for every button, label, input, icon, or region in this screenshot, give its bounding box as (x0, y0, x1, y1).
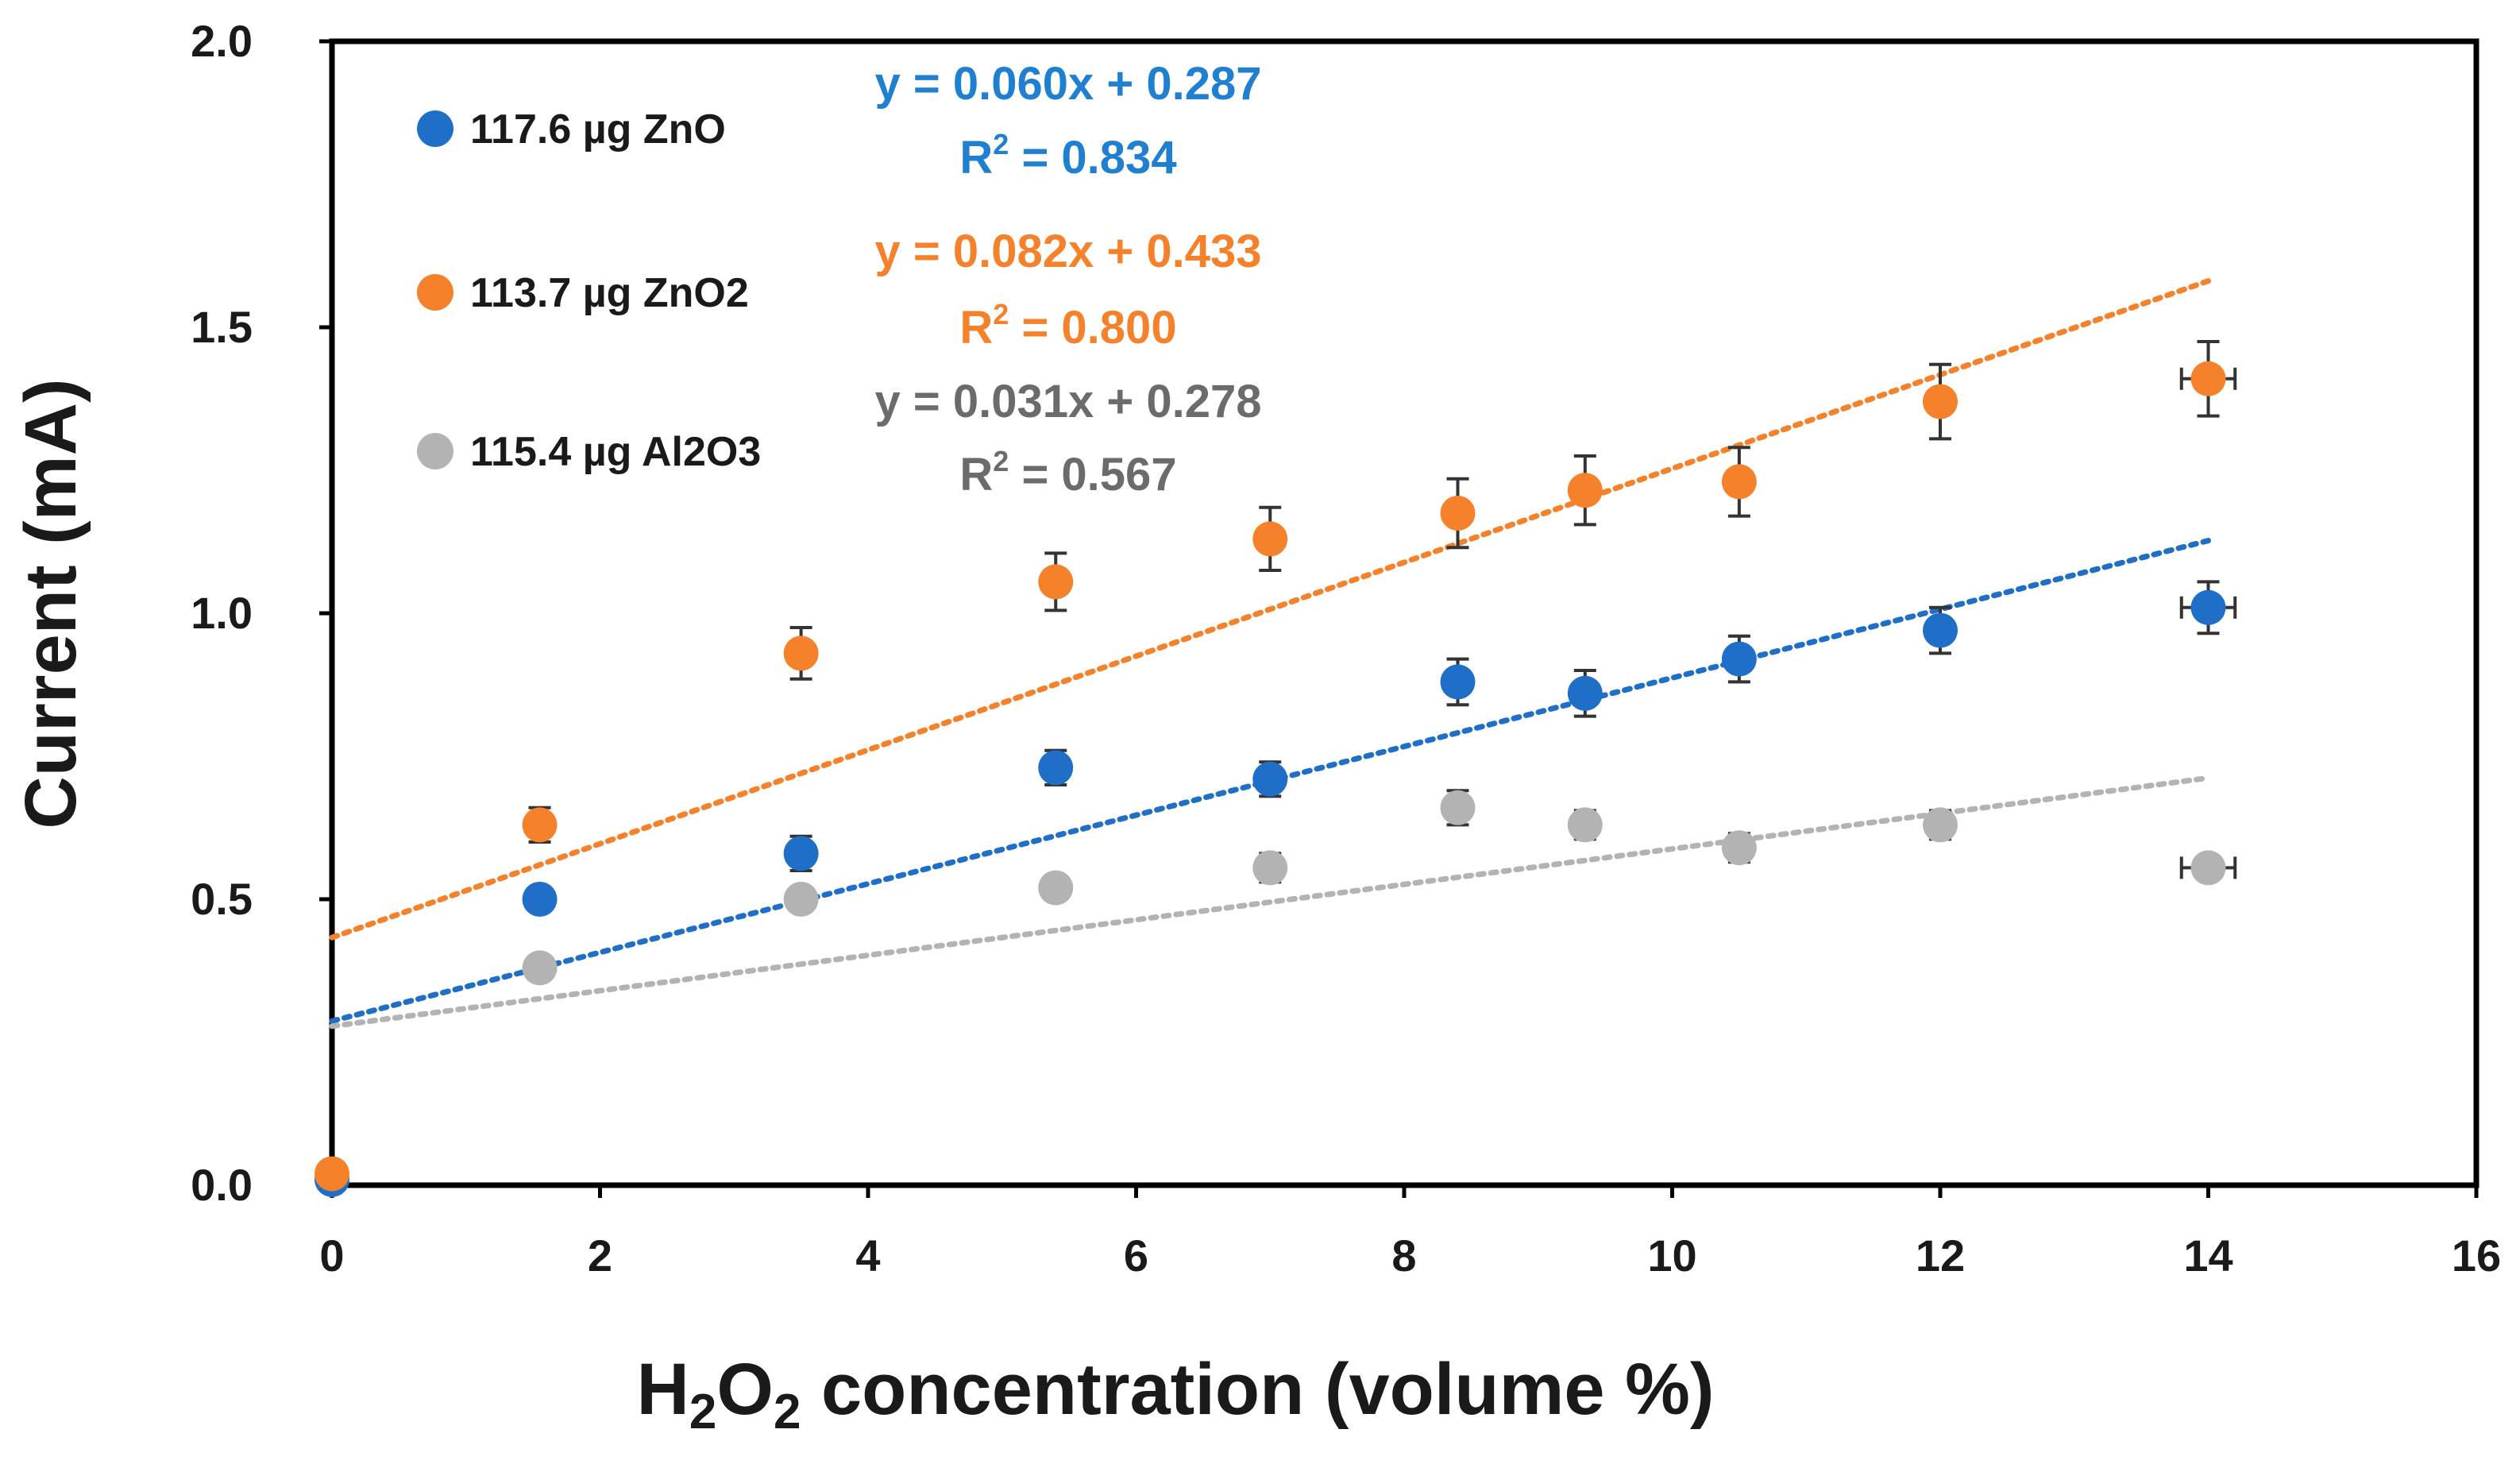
data-point-series-2 (1923, 807, 1958, 843)
trendline-equation-series-1: y = 0.082x + 0.433 (875, 226, 1262, 277)
data-point-series-1 (783, 635, 819, 671)
r-squared-value: = 0.800 (1009, 302, 1176, 353)
data-point-series-2 (1721, 830, 1757, 866)
x-axis-title-rest: concentration (volume %) (801, 1349, 1714, 1430)
x-tick-label: 4 (855, 1230, 880, 1281)
data-point-series-0 (1440, 664, 1476, 700)
legend: 117.6 µg ZnO 113.7 µg ZnO2 115.4 µg Al2O3 (417, 106, 761, 475)
data-point-series-1 (315, 1156, 349, 1192)
data-points (315, 361, 2226, 1197)
data-point-series-1 (1038, 564, 1074, 600)
r-squared-r: R (959, 449, 993, 500)
data-point-series-2 (1567, 807, 1603, 843)
legend-label-series-0: 117.6 µg ZnO (470, 106, 726, 153)
r-squared-series-1: R2 = 0.800 (959, 298, 1176, 353)
data-point-series-2 (783, 882, 819, 917)
x-axis-title-h: H (636, 1349, 689, 1430)
y-axis-ticks: 0.0 0.5 1.0 1.5 2.0 (191, 16, 332, 1210)
x-axis-title-sub-2b: 2 (774, 1385, 801, 1439)
plot-area (329, 38, 2479, 1188)
x-tick-label: 0 (319, 1230, 344, 1281)
x-axis-title-o: O (716, 1349, 774, 1430)
trendline-series-1 (329, 278, 2211, 941)
y-tick-label: 1.5 (191, 302, 253, 352)
data-point-series-2 (2190, 850, 2226, 886)
y-axis-title: Current (mA) (10, 378, 91, 829)
trendline-equation-series-2: y = 0.031x + 0.278 (875, 376, 1262, 427)
r-squared-superscript: 2 (993, 298, 1009, 330)
legend-label-series-2: 115.4 µg Al2O3 (470, 429, 761, 475)
x-tick-label: 2 (588, 1230, 612, 1281)
data-point-series-1 (1721, 464, 1757, 500)
r-squared-superscript: 2 (993, 128, 1009, 160)
r-squared-series-0: R2 = 0.834 (959, 128, 1176, 184)
x-tick-label: 12 (1916, 1230, 1965, 1281)
r-squared-superscript: 2 (993, 445, 1009, 477)
x-axis-title-sub-2a: 2 (689, 1385, 716, 1439)
data-point-series-0 (2190, 589, 2226, 625)
data-point-series-0 (1038, 750, 1074, 786)
trendline-equation-series-0: y = 0.060x + 0.287 (875, 58, 1262, 110)
legend-marker-series-1 (417, 274, 453, 311)
trendline-series-2 (329, 775, 2211, 1030)
x-tick-label: 14 (2183, 1230, 2232, 1281)
x-tick-label: 8 (1391, 1230, 1416, 1281)
data-point-series-1 (1252, 521, 1288, 557)
legend-label-series-1: 113.7 µg ZnO2 (470, 270, 749, 316)
x-axis-ticks: 0 2 4 6 8 10 12 14 16 (319, 1185, 2501, 1281)
data-point-series-1 (1440, 496, 1476, 531)
data-point-series-0 (522, 882, 558, 917)
y-tick-label: 2.0 (191, 16, 253, 66)
r-squared-r: R (959, 132, 993, 184)
x-tick-label: 10 (1647, 1230, 1696, 1281)
r-squared-r: R (959, 302, 993, 353)
data-point-series-0 (1252, 761, 1288, 797)
r-squared-value: = 0.834 (1009, 132, 1176, 184)
y-tick-label: 0.0 (191, 1160, 253, 1210)
legend-marker-series-2 (417, 433, 453, 469)
data-point-series-0 (1923, 612, 1958, 648)
r-squared-value: = 0.567 (1009, 449, 1176, 500)
data-point-series-2 (1440, 790, 1476, 825)
x-tick-label: 6 (1124, 1230, 1148, 1281)
data-point-series-0 (1721, 641, 1757, 677)
r-squared-series-2: R2 = 0.567 (959, 445, 1176, 500)
data-point-series-1 (522, 807, 558, 843)
x-tick-label: 16 (2452, 1230, 2501, 1281)
y-tick-label: 1.0 (191, 588, 253, 638)
data-point-series-0 (1567, 675, 1603, 711)
data-point-series-2 (1038, 870, 1074, 906)
data-point-series-1 (1567, 473, 1603, 508)
data-point-series-1 (2190, 361, 2226, 396)
legend-marker-series-0 (417, 110, 453, 147)
data-point-series-1 (1923, 384, 1958, 419)
data-point-series-2 (1252, 850, 1288, 886)
data-point-series-2 (522, 950, 558, 986)
y-tick-label: 0.5 (191, 874, 253, 924)
data-point-series-0 (783, 836, 819, 871)
x-axis-title: H2O2 concentration (volume %) (636, 1349, 1714, 1439)
